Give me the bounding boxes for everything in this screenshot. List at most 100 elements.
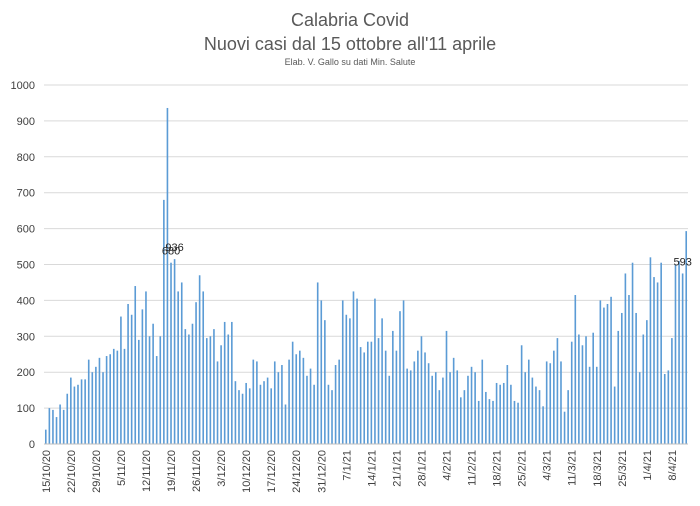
bar (628, 295, 630, 444)
bar (91, 372, 94, 444)
bar (80, 379, 83, 444)
bars (44, 107, 688, 444)
x-tick-label: 24/12/20 (291, 450, 303, 493)
bar (667, 370, 670, 444)
bar (55, 417, 58, 444)
bar (198, 275, 201, 444)
bar (234, 381, 237, 444)
bar (388, 375, 391, 444)
bar (184, 329, 187, 444)
bar (270, 388, 272, 444)
bar (138, 339, 140, 444)
bar (581, 345, 584, 444)
bar (263, 381, 265, 444)
bar (481, 359, 484, 444)
bar (209, 336, 212, 444)
chart-subtitle: Nuovi casi dal 15 ottobre all'11 aprile (203, 34, 497, 54)
bar (374, 298, 376, 444)
bar (163, 199, 165, 444)
bar (213, 329, 215, 444)
bar (52, 409, 54, 444)
x-tick-label: 31/12/20 (316, 450, 328, 493)
bar (553, 350, 555, 444)
x-tick-label: 5/11/20 (116, 450, 128, 486)
bar (98, 357, 101, 444)
bar (73, 386, 76, 444)
y-axis-tick-labels: 0 100 200 300 400 500 600 700 800 900 1000 (11, 80, 35, 451)
bar (370, 341, 373, 444)
x-tick-label: 28/1/21 (416, 450, 428, 487)
bar (231, 321, 233, 444)
bar (445, 330, 448, 444)
x-tick-label: 1/4/21 (642, 450, 654, 481)
bar (642, 334, 645, 444)
bar (409, 370, 412, 444)
bar (542, 406, 544, 444)
bar (248, 388, 251, 444)
x-tick-label: 8/4/21 (667, 450, 679, 481)
bar (112, 348, 115, 444)
bar (653, 277, 655, 444)
x-tick-label: 18/2/21 (492, 450, 504, 487)
bar (223, 321, 226, 444)
bar (638, 372, 641, 444)
bar (334, 365, 337, 444)
bar (420, 336, 423, 444)
x-tick-label: 26/11/20 (191, 450, 203, 492)
bar (363, 352, 366, 444)
bar (166, 107, 169, 444)
bar (359, 347, 362, 444)
y-tick-label: 200 (17, 367, 35, 379)
bar (299, 350, 301, 444)
bar (624, 273, 627, 444)
bar (130, 314, 133, 444)
bar (635, 312, 637, 444)
bar (327, 384, 330, 444)
bar (678, 260, 680, 444)
bar (341, 300, 344, 444)
x-tick-label: 18/3/21 (592, 450, 604, 487)
bar (277, 372, 280, 444)
x-tick-label: 15/10/20 (41, 450, 53, 493)
bar (195, 302, 197, 444)
bar (449, 372, 451, 444)
chart-title: Calabria Covid (290, 10, 410, 30)
bar (613, 386, 616, 444)
bar (87, 359, 90, 444)
bar (191, 323, 194, 444)
bar (442, 377, 444, 444)
bar (549, 363, 552, 444)
bar (671, 338, 673, 444)
bar (660, 262, 662, 444)
bar (492, 400, 494, 444)
bar (356, 298, 358, 444)
bar (338, 359, 340, 444)
y-tick-label: 800 (17, 152, 35, 164)
x-tick-label: 17/12/20 (266, 450, 278, 493)
bar (284, 404, 287, 444)
bar (62, 409, 65, 444)
bar (463, 390, 466, 444)
bar (320, 300, 323, 444)
bar (309, 368, 312, 444)
bar (681, 273, 684, 444)
y-tick-label: 400 (17, 295, 35, 307)
bar (220, 345, 222, 444)
bar (324, 320, 326, 444)
bar (563, 411, 566, 444)
bar (567, 390, 569, 444)
bar (188, 334, 190, 444)
bar (488, 399, 491, 444)
bar (180, 282, 183, 444)
x-tick-label: 19/11/20 (166, 450, 178, 492)
bar (252, 359, 255, 444)
bar (427, 363, 430, 444)
bar (513, 400, 516, 444)
y-tick-label: 100 (17, 403, 35, 415)
x-tick-label: 10/12/20 (241, 450, 253, 493)
bar (105, 356, 108, 444)
bar (127, 303, 129, 444)
bar (424, 352, 426, 444)
bar (381, 318, 383, 444)
y-tick-label: 700 (17, 188, 35, 200)
